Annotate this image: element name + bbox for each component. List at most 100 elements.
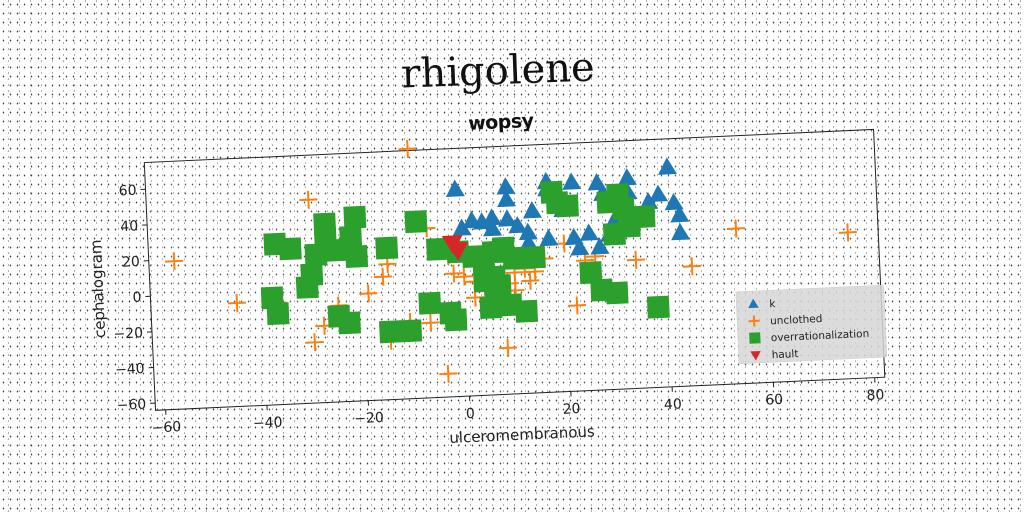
- data-point-overrationalization: [343, 205, 367, 229]
- x-tick-label: 80: [866, 387, 885, 404]
- data-point-overrationalization: [602, 222, 626, 246]
- data-point-overrationalization: [375, 236, 399, 260]
- data-point-unclothed: [359, 284, 378, 303]
- data-point-k: [482, 208, 502, 226]
- legend-label: hault: [771, 348, 798, 361]
- data-point-unclothed: [227, 293, 246, 313]
- data-point-k: [579, 223, 599, 241]
- data-point-overrationalization: [399, 319, 423, 343]
- data-point-overrationalization: [418, 291, 442, 315]
- data-point-overrationalization: [404, 210, 428, 234]
- data-point-k: [539, 228, 559, 247]
- y-tick-label: −60: [116, 397, 146, 414]
- legend-marker-k: [748, 298, 759, 309]
- axis-ticks: −60 −40 −20 0 20 40 60 80 −60 −40 −20 0 20 40 60: [113, 183, 885, 437]
- data-point-k: [522, 201, 542, 219]
- series-hault: [441, 235, 468, 262]
- x-axis-label: ulceromembranous: [449, 422, 595, 447]
- data-point-overrationalization: [605, 281, 629, 305]
- data-point-overrationalization: [555, 194, 579, 218]
- data-point-k: [496, 177, 516, 195]
- legend-label: overrationalization: [771, 328, 870, 344]
- data-point-unclothed: [682, 257, 702, 276]
- y-tick-label: −20: [113, 325, 143, 342]
- data-point-k: [462, 210, 482, 229]
- data-point-unclothed: [299, 190, 318, 209]
- legend-marker-overrationalization: [749, 332, 761, 344]
- y-tick-label: −40: [115, 361, 145, 378]
- legend-marker-hault: [750, 350, 761, 361]
- data-point-overrationalization: [502, 246, 526, 270]
- data-point-unclothed: [444, 264, 463, 283]
- data-point-unclothed: [305, 333, 324, 352]
- x-tick-label: −20: [354, 410, 384, 427]
- data-point-overrationalization: [425, 237, 449, 261]
- x-tick-label: −40: [253, 415, 283, 432]
- data-point-hault: [447, 241, 468, 262]
- data-points: [165, 139, 857, 383]
- data-point-k: [518, 222, 538, 241]
- data-point-overrationalization: [338, 311, 361, 335]
- data-point-k: [497, 209, 517, 227]
- data-point-k: [452, 218, 472, 236]
- data-point-unclothed: [373, 267, 392, 286]
- data-point-unclothed: [165, 252, 184, 271]
- x-tick-label: 40: [664, 396, 683, 413]
- data-point-k: [658, 157, 678, 175]
- data-point-k: [590, 237, 610, 255]
- y-tick-label: 0: [132, 290, 142, 306]
- data-point-overrationalization: [515, 299, 539, 323]
- data-point-k: [671, 222, 691, 241]
- data-point-k: [497, 189, 517, 208]
- data-point-overrationalization: [522, 245, 546, 269]
- data-point-overrationalization: [278, 237, 302, 261]
- x-tick-label: 60: [765, 392, 784, 409]
- data-point-overrationalization: [339, 225, 363, 249]
- legend-label: k: [769, 298, 777, 310]
- data-point-unclothed: [838, 223, 857, 242]
- data-point-k: [483, 218, 503, 237]
- data-point-unclothed: [421, 313, 440, 332]
- data-point-k: [570, 238, 590, 256]
- data-point-k: [445, 179, 465, 197]
- data-point-overrationalization: [266, 302, 290, 326]
- data-point-overrationalization: [444, 308, 468, 332]
- data-point-k: [670, 205, 690, 223]
- data-point-overrationalization: [345, 245, 369, 268]
- y-tick-label: 20: [122, 254, 141, 271]
- data-point-k: [649, 184, 669, 203]
- data-point-overrationalization: [473, 269, 497, 293]
- data-point-k: [562, 172, 582, 190]
- data-point-unclothed: [439, 364, 458, 383]
- data-point-unclothed: [498, 338, 517, 357]
- data-point-k: [617, 168, 637, 186]
- y-tick-label: 40: [120, 218, 139, 235]
- y-axis-label: cephalogram: [87, 239, 109, 338]
- chart-title: wopsy: [468, 110, 535, 135]
- y-tick-label: 60: [118, 183, 137, 200]
- x-tick-label: −60: [151, 419, 181, 436]
- data-point-overrationalization: [579, 261, 603, 285]
- legend-label: unclothed: [770, 313, 823, 327]
- data-point-unclothed: [455, 267, 474, 286]
- figure-suptitle: rhigolene: [401, 44, 596, 97]
- x-tick-label: 20: [562, 401, 581, 418]
- data-point-overrationalization: [479, 296, 503, 320]
- data-point-unclothed: [726, 219, 745, 238]
- data-point-overrationalization: [295, 275, 319, 299]
- data-point-unclothed: [626, 250, 645, 269]
- legend-marker-unclothed: [748, 315, 760, 327]
- data-point-overrationalization: [378, 320, 402, 344]
- x-tick-label: 0: [466, 406, 476, 422]
- series-overrationalization: [260, 180, 670, 344]
- chart-plot: wopsy −60 −40 −20 0 20 40 60 80 −60 −40 −20 0 20 40 60…: [87, 110, 888, 447]
- data-point-overrationalization: [646, 295, 670, 319]
- data-point-unclothed: [568, 296, 587, 315]
- data-point-overrationalization: [611, 197, 635, 221]
- legend-box: [735, 284, 888, 364]
- data-point-unclothed: [398, 139, 417, 158]
- data-point-k: [508, 215, 528, 234]
